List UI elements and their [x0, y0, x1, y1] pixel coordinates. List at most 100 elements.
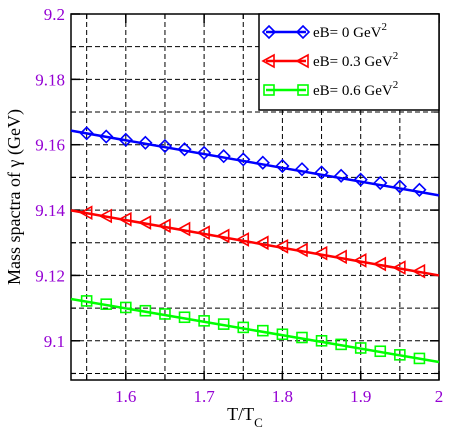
data-point [353, 172, 368, 187]
series-line [70, 209, 440, 277]
legend-box [258, 13, 440, 111]
data-point [100, 298, 113, 310]
legend-item-1: eB= 0.3 GeV2 [261, 50, 398, 70]
x-tick-label: 1.9 [350, 387, 371, 406]
data-point [294, 162, 310, 177]
legend-label: eB= 0.3 GeV2 [313, 50, 398, 70]
data-point [216, 149, 231, 164]
legend-label-text: eB= 0 GeV [313, 25, 382, 41]
data-point [217, 318, 230, 330]
data-point [315, 334, 328, 347]
data-point [333, 249, 347, 265]
data-point [373, 175, 388, 191]
data-point [314, 165, 329, 180]
data-point [412, 182, 427, 197]
x-tick-label: 1.8 [272, 387, 293, 406]
series-line [70, 297, 440, 364]
data-point [157, 138, 173, 154]
data-point [255, 235, 269, 251]
x-axis-label-sub: C [254, 415, 263, 430]
legend-marker [263, 84, 275, 96]
data-point [313, 245, 328, 261]
data-point [138, 135, 153, 150]
data-point [413, 352, 426, 365]
legend-label: eB= 0.6 GeV2 [313, 79, 398, 99]
data-point [99, 129, 114, 144]
data-point [372, 256, 387, 272]
data-point [257, 324, 269, 337]
legend-marker [295, 53, 309, 69]
legend-label-sup: 2 [381, 21, 387, 33]
data-point [274, 238, 289, 254]
y-tick-label: 9.14 [35, 201, 65, 220]
data-point [255, 155, 270, 170]
legend-marker [261, 24, 277, 40]
x-tick-label: 2 [435, 387, 444, 406]
data-point [411, 263, 426, 279]
data-point [177, 142, 192, 157]
series-0 [70, 126, 440, 197]
data-point [394, 349, 406, 361]
data-point [392, 260, 406, 275]
data-point [294, 242, 308, 258]
y-axis-label: Mass spactra of γ (GeV) [4, 109, 25, 285]
legend-label-text: eB= 0.3 GeV [313, 54, 393, 70]
data-point [137, 215, 152, 230]
data-point [237, 321, 250, 334]
data-point [159, 308, 171, 320]
data-point [118, 132, 133, 147]
x-axis-label: T/TC [227, 404, 263, 430]
data-point [236, 152, 251, 167]
data-point [80, 295, 93, 307]
data-point [374, 345, 387, 358]
data-point [118, 211, 132, 227]
data-point [333, 168, 349, 183]
data-point [139, 304, 152, 317]
data-point [178, 311, 191, 324]
data-point [392, 179, 407, 194]
data-point [235, 232, 250, 247]
data-point [157, 218, 171, 234]
legend-label-sup: 2 [393, 50, 399, 62]
legend-item-2: eB= 0.6 GeV2 [263, 79, 398, 99]
data-point [79, 126, 94, 141]
data-point [196, 145, 212, 161]
legend-marker [297, 84, 309, 96]
legend-marker [295, 24, 311, 40]
y-tick-label: 9.2 [44, 5, 65, 24]
legend-item-0: eB= 0 GeV2 [261, 21, 387, 41]
series-1 [70, 205, 440, 279]
series-2 [70, 295, 440, 365]
data-point [196, 225, 210, 240]
data-point [353, 253, 367, 268]
data-point [176, 221, 191, 237]
series-line [70, 129, 440, 197]
data-point [275, 158, 290, 174]
y-tick-label: 9.18 [35, 70, 65, 89]
plot-frame [70, 13, 440, 381]
y-tick-label: 9.16 [35, 136, 65, 155]
data-point [216, 228, 230, 244]
legend-label-sup: 2 [393, 79, 399, 91]
legend-marker [261, 53, 275, 69]
axis-ticks: 1.6 1.7 1.8 1.9 2 9.1 9.12 9.14 9.16 9.18 9.2 [35, 5, 443, 406]
x-tick-label: 1.7 [193, 387, 215, 406]
x-tick-label: 1.6 [115, 387, 136, 406]
y-tick-label: 9.12 [35, 266, 65, 285]
data-point [120, 301, 132, 314]
data-series [70, 126, 440, 365]
data-point [98, 208, 113, 224]
x-axis-label-main: T/T [227, 404, 254, 424]
legend-label: eB= 0 GeV2 [313, 21, 387, 41]
data-point [276, 328, 289, 341]
legend-label-text: eB= 0.6 GeV [313, 83, 393, 99]
data-point [335, 338, 347, 351]
y-tick-label: 9.1 [44, 332, 65, 351]
data-point [296, 331, 308, 344]
data-point [78, 205, 93, 221]
data-point [198, 315, 210, 327]
data-point [354, 342, 367, 354]
